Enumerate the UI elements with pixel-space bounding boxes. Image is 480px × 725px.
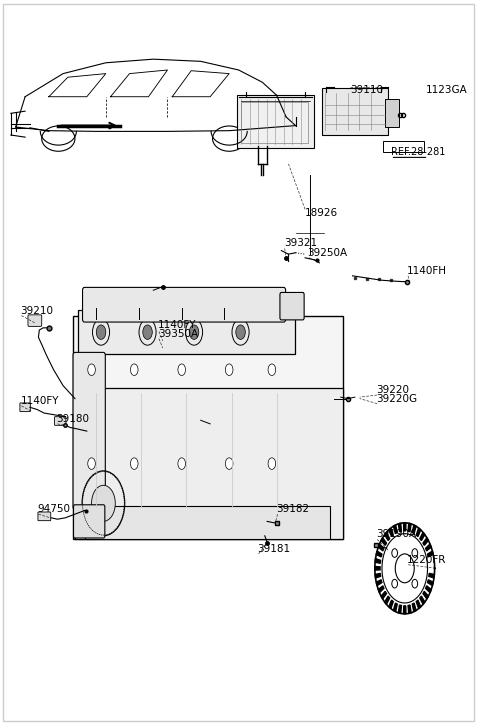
Circle shape	[412, 579, 418, 588]
FancyBboxPatch shape	[85, 506, 330, 539]
Circle shape	[178, 364, 185, 376]
FancyBboxPatch shape	[78, 310, 295, 354]
Text: REF.28-281: REF.28-281	[391, 146, 445, 157]
Circle shape	[96, 325, 106, 339]
Text: 39181: 39181	[258, 544, 291, 554]
Polygon shape	[428, 580, 433, 586]
Polygon shape	[404, 523, 406, 531]
Polygon shape	[398, 523, 401, 531]
Circle shape	[226, 457, 233, 469]
Polygon shape	[398, 605, 401, 613]
Circle shape	[178, 457, 185, 469]
FancyBboxPatch shape	[28, 315, 42, 326]
Circle shape	[395, 554, 414, 583]
Circle shape	[268, 364, 276, 376]
Circle shape	[412, 549, 418, 558]
Polygon shape	[429, 573, 434, 578]
Polygon shape	[376, 580, 382, 586]
Polygon shape	[428, 551, 433, 557]
FancyBboxPatch shape	[237, 94, 313, 148]
Circle shape	[236, 325, 245, 339]
Text: 94750: 94750	[37, 504, 70, 514]
Text: 1140FH: 1140FH	[407, 266, 447, 276]
Polygon shape	[384, 596, 390, 605]
Polygon shape	[389, 528, 393, 536]
Circle shape	[88, 457, 96, 469]
Text: 39190A: 39190A	[376, 529, 416, 539]
Polygon shape	[412, 603, 416, 612]
Circle shape	[88, 364, 96, 376]
FancyBboxPatch shape	[20, 403, 30, 412]
Text: 39220G: 39220G	[376, 394, 418, 404]
Circle shape	[143, 325, 152, 339]
Polygon shape	[394, 525, 397, 534]
Polygon shape	[378, 586, 384, 592]
Polygon shape	[408, 523, 411, 531]
Circle shape	[392, 579, 397, 588]
FancyBboxPatch shape	[385, 99, 398, 127]
Text: 1140FY: 1140FY	[20, 396, 59, 406]
FancyBboxPatch shape	[73, 352, 105, 510]
Polygon shape	[378, 544, 384, 551]
Circle shape	[268, 457, 276, 469]
Circle shape	[131, 364, 138, 376]
Polygon shape	[381, 538, 386, 545]
FancyBboxPatch shape	[83, 287, 286, 322]
Text: 1123GA: 1123GA	[426, 86, 468, 95]
Text: 39180: 39180	[56, 414, 89, 424]
Polygon shape	[384, 532, 390, 541]
Text: 39182: 39182	[276, 504, 310, 514]
Text: 1220FR: 1220FR	[407, 555, 446, 565]
Polygon shape	[426, 544, 431, 551]
Text: 39110: 39110	[350, 86, 383, 95]
Text: 18926: 18926	[305, 208, 338, 218]
FancyBboxPatch shape	[322, 88, 388, 135]
Polygon shape	[416, 528, 420, 536]
Polygon shape	[423, 538, 428, 545]
FancyBboxPatch shape	[75, 388, 343, 539]
Polygon shape	[426, 586, 431, 592]
Polygon shape	[412, 525, 416, 534]
Polygon shape	[394, 603, 397, 612]
Polygon shape	[423, 592, 428, 599]
Polygon shape	[375, 573, 381, 578]
Circle shape	[189, 325, 199, 339]
Text: 1140FY: 1140FY	[158, 320, 196, 330]
Text: 39321: 39321	[284, 239, 317, 249]
Circle shape	[226, 364, 233, 376]
Polygon shape	[408, 605, 411, 613]
Polygon shape	[404, 606, 406, 614]
Circle shape	[131, 457, 138, 469]
FancyBboxPatch shape	[73, 505, 105, 538]
FancyBboxPatch shape	[280, 292, 304, 320]
FancyBboxPatch shape	[55, 417, 66, 426]
Polygon shape	[375, 566, 380, 570]
Polygon shape	[416, 600, 420, 608]
Circle shape	[92, 485, 115, 521]
Text: 39220: 39220	[376, 385, 409, 395]
Polygon shape	[389, 600, 393, 608]
Circle shape	[392, 549, 397, 558]
Text: 39210: 39210	[20, 305, 53, 315]
Polygon shape	[420, 596, 425, 605]
Polygon shape	[375, 559, 381, 563]
Polygon shape	[376, 551, 382, 557]
Polygon shape	[381, 592, 386, 599]
Text: 39350A: 39350A	[158, 328, 198, 339]
FancyBboxPatch shape	[72, 315, 343, 539]
Polygon shape	[420, 532, 425, 541]
Text: 39250A: 39250A	[308, 248, 348, 258]
FancyBboxPatch shape	[383, 141, 424, 152]
FancyBboxPatch shape	[38, 512, 51, 521]
